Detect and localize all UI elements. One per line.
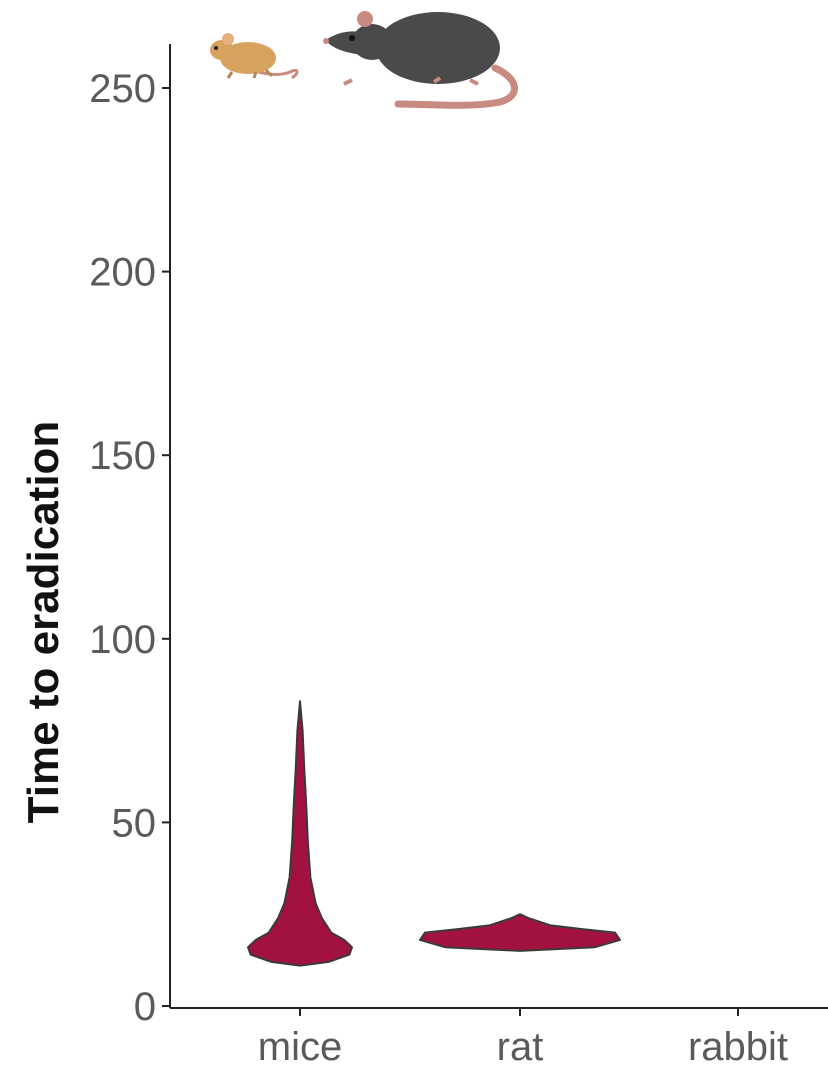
violins — [247, 700, 621, 967]
violin-rat — [419, 913, 621, 952]
y-tick-label: 50 — [112, 801, 157, 845]
y-tick-label: 200 — [89, 251, 156, 295]
y-tick-label: 250 — [89, 67, 156, 111]
x-tick-label-rat: rat — [497, 1025, 544, 1066]
y-tick-label: 100 — [89, 618, 156, 662]
mouse-icon — [210, 33, 299, 80]
y-axis-title: Time to eradication — [19, 421, 68, 824]
x-ticks: mice rat rabbit — [258, 1008, 788, 1066]
x-tick-label-mice: mice — [258, 1025, 342, 1066]
y-tick-label: 0 — [134, 985, 156, 1029]
rat-icon — [323, 11, 518, 109]
violin-mice — [247, 700, 353, 967]
y-ticks: 0 50 100 150 200 250 — [89, 67, 170, 1029]
x-tick-label-rabbit: rabbit — [688, 1025, 788, 1066]
y-tick-label: 150 — [89, 434, 156, 478]
